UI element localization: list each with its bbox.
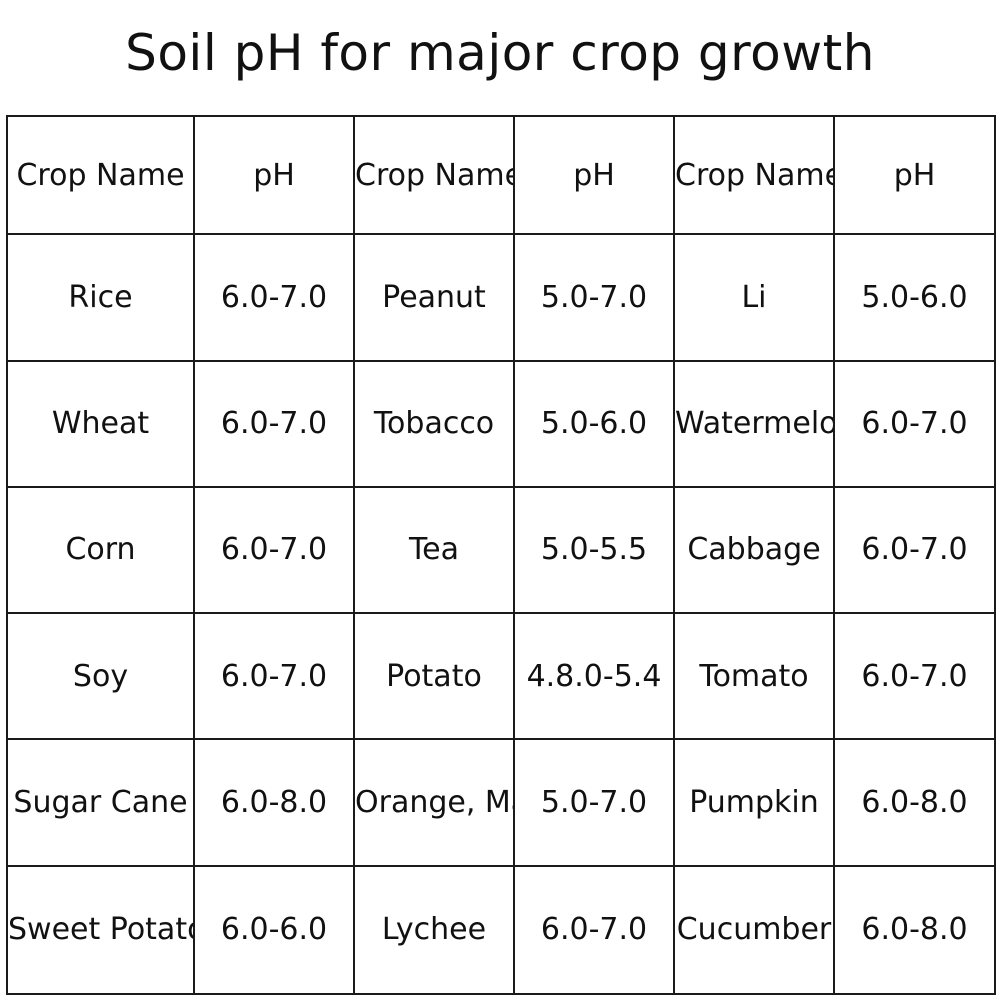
- ph-cell: 6.0-8.0: [193, 738, 355, 867]
- header-cell: Crop Name: [353, 114, 515, 236]
- crop-name-cell: Sugar Cane: [6, 738, 195, 867]
- ph-cell: 6.0-7.0: [193, 233, 355, 362]
- crop-name-cell: Lychee: [353, 864, 515, 996]
- table-row: Sugar Cane 6.0-8.0 Orange, Mandarin 5.0-…: [6, 738, 996, 867]
- crop-name-cell: Li: [673, 233, 835, 362]
- crop-name-cell: Pumpkin: [673, 738, 835, 867]
- table-row: Sweet Potato 6.0-6.0 Lychee 6.0-7.0 Cucu…: [6, 864, 996, 996]
- header-cell: pH: [193, 114, 355, 236]
- ph-cell: 4.8.0-5.4: [513, 612, 675, 741]
- crop-name-cell: Wheat: [6, 359, 195, 488]
- crop-name-cell: Corn: [6, 485, 195, 615]
- ph-cell: 6.0-7.0: [833, 359, 996, 488]
- ph-cell: 6.0-7.0: [193, 359, 355, 488]
- crop-name-cell: Potato: [353, 612, 515, 741]
- ph-cell: 6.0-7.0: [513, 864, 675, 996]
- crop-name-cell: Soy: [6, 612, 195, 741]
- page-title: Soil pH for major crop growth: [125, 24, 875, 82]
- crop-name-cell: Cabbage: [673, 485, 835, 615]
- ph-cell: 5.0-6.0: [513, 359, 675, 488]
- crop-name-cell: Tea: [353, 485, 515, 615]
- ph-cell: 6.0-7.0: [833, 612, 996, 741]
- crop-name-cell: Peanut: [353, 233, 515, 362]
- header-cell: pH: [833, 114, 996, 236]
- crop-name-cell: Orange, Mandarin: [353, 738, 515, 867]
- ph-cell: 6.0-7.0: [193, 485, 355, 615]
- table-row: Corn 6.0-7.0 Tea 5.0-5.5 Cabbage 6.0-7.0: [6, 485, 996, 615]
- header-cell: Crop Name: [6, 114, 195, 236]
- crop-name-cell: Rice: [6, 233, 195, 362]
- header-cell: Crop Name: [673, 114, 835, 236]
- crop-name-cell: Tomato: [673, 612, 835, 741]
- ph-cell: 6.0-6.0: [193, 864, 355, 996]
- table-row: Soy 6.0-7.0 Potato 4.8.0-5.4 Tomato 6.0-…: [6, 612, 996, 741]
- table-header-row: Crop Name pH Crop Name pH Crop Name pH: [6, 114, 996, 236]
- table-row: Wheat 6.0-7.0 Tobacco 5.0-6.0 Watermelon…: [6, 359, 996, 488]
- crop-name-cell: Tobacco: [353, 359, 515, 488]
- ph-cell: 5.0-6.0: [833, 233, 996, 362]
- ph-cell: 6.0-8.0: [833, 864, 996, 996]
- ph-cell: 5.0-7.0: [513, 738, 675, 867]
- crop-ph-table: Crop Name pH Crop Name pH Crop Name pH R…: [6, 114, 996, 996]
- ph-cell: 6.0-7.0: [193, 612, 355, 741]
- table-row: Rice 6.0-7.0 Peanut 5.0-7.0 Li 5.0-6.0: [6, 233, 996, 362]
- header-cell: pH: [513, 114, 675, 236]
- ph-cell: 6.0-8.0: [833, 738, 996, 867]
- crop-name-cell: Cucumber: [673, 864, 835, 996]
- ph-cell: 5.0-5.5: [513, 485, 675, 615]
- crop-name-cell: Watermelon: [673, 359, 835, 488]
- crop-name-cell: Sweet Potato: [6, 864, 195, 996]
- ph-cell: 5.0-7.0: [513, 233, 675, 362]
- ph-cell: 6.0-7.0: [833, 485, 996, 615]
